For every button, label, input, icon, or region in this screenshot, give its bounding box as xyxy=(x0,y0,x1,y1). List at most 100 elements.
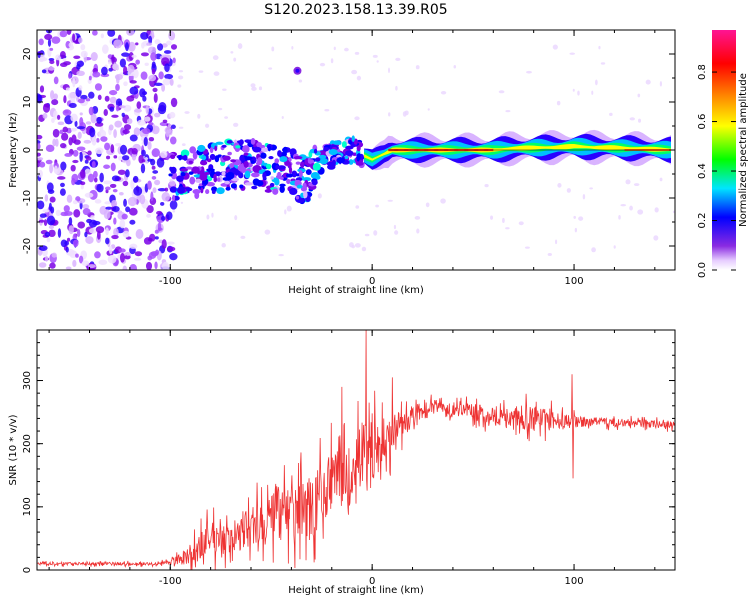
spec-noise-dot xyxy=(609,112,613,117)
spec-noise-blob xyxy=(65,87,70,92)
spec-noise-blob xyxy=(92,30,98,36)
spec-noise-dot xyxy=(625,179,631,185)
spec-signal-blob xyxy=(306,162,311,167)
spec-noise-blob xyxy=(72,239,79,248)
spec-noise-blob xyxy=(161,239,167,250)
spec-noise-blob xyxy=(172,57,176,64)
snr-ytick-label: 0 xyxy=(22,567,33,573)
spec-ytick-label: -20 xyxy=(22,238,33,254)
spec-noise-blob xyxy=(98,129,107,138)
spec-noise-blob xyxy=(129,86,139,95)
spec-signal-blob xyxy=(296,184,303,189)
spec-noise-blob xyxy=(43,219,48,227)
spec-signal-blob xyxy=(229,162,235,169)
spec-signal-blob xyxy=(209,146,214,154)
spec-noise-blob xyxy=(150,191,154,202)
spec-noise-blob xyxy=(72,149,79,157)
spec-noise-dot xyxy=(659,81,663,87)
spec-noise-dot xyxy=(222,88,227,91)
spec-noise-blob xyxy=(82,204,90,210)
spec-signal-blob xyxy=(230,183,237,189)
spec-noise-blob xyxy=(170,124,176,129)
spec-noise-dot xyxy=(502,217,505,223)
spec-noise-blob xyxy=(93,177,98,183)
spec-signal-blob xyxy=(176,175,184,182)
spec-noise-blob xyxy=(76,60,85,67)
spec-signal-blob xyxy=(352,152,357,156)
spec-noise-blob xyxy=(170,44,178,50)
spec-noise-blob xyxy=(115,83,120,91)
colorbar: 0.0 0.2 0.4 0.6 0.8 Normalized spectral ampl… xyxy=(697,30,749,278)
spec-signal-blob xyxy=(250,137,256,145)
spec-noise-blob xyxy=(118,248,126,253)
spec-noise-blob xyxy=(60,239,68,248)
spec-signal-blob xyxy=(274,178,280,186)
spec-signal-blob xyxy=(209,153,216,160)
spec-signal-blob xyxy=(222,155,231,161)
spec-noise-blob xyxy=(113,129,117,139)
spec-noise-dot xyxy=(317,193,322,199)
spec-noise-blob xyxy=(105,237,110,245)
spec-signal-blob xyxy=(182,154,188,161)
spec-noise-blob xyxy=(38,38,44,46)
spec-noise-blob xyxy=(154,179,161,186)
spec-noise-blob xyxy=(56,114,61,120)
spec-noise-dot xyxy=(319,62,326,67)
spec-noise-dot xyxy=(505,227,510,230)
spec-noise-blob xyxy=(65,246,69,253)
spec-noise-blob xyxy=(80,94,88,100)
spec-noise-dot xyxy=(484,183,489,188)
colorbar-tick-label: 0.8 xyxy=(697,64,708,80)
spec-xtick-label: -100 xyxy=(159,276,182,287)
spec-noise-blob xyxy=(84,192,94,198)
spec-noise-dot xyxy=(618,215,621,220)
spec-signal-blob xyxy=(272,188,279,195)
spec-noise-blob xyxy=(48,225,54,230)
spec-noise-blob xyxy=(37,157,44,161)
spec-noise-dot xyxy=(284,209,287,215)
spec-noise-blob xyxy=(128,51,134,61)
spec-noise-dot xyxy=(211,212,214,218)
colorbar-tick-label: 0.4 xyxy=(697,163,708,179)
spec-noise-blob xyxy=(88,227,98,234)
spec-noise-blob xyxy=(88,91,95,99)
spec-signal-blob xyxy=(169,166,173,171)
spec-signal-blob xyxy=(235,145,241,149)
spec-signal-blob xyxy=(279,156,288,163)
spec-noise-blob xyxy=(53,76,59,85)
spec-signal-blob xyxy=(262,171,267,180)
spec-signal-blob xyxy=(302,177,312,182)
spec-noise-blob xyxy=(160,202,165,206)
spec-noise-blob xyxy=(49,163,54,174)
spec-signal-blob xyxy=(192,151,198,160)
spec-noise-dot xyxy=(356,75,362,81)
snr-chart: -100 0 100 0 100 200 300 Height of straight li… xyxy=(8,329,676,596)
spec-noise-blob xyxy=(111,234,119,240)
spec-noise-blob xyxy=(111,114,119,118)
spec-signal-blob xyxy=(282,146,288,154)
spec-noise-blob xyxy=(39,161,46,168)
spec-noise-dot xyxy=(578,216,584,221)
spec-signal-blob xyxy=(180,171,186,177)
spec-noise-blob xyxy=(169,111,176,119)
spec-noise-dot xyxy=(271,46,275,52)
spec-noise-blob xyxy=(64,152,73,157)
spec-noise-blob xyxy=(147,180,152,190)
spec-noise-blob xyxy=(126,252,130,257)
spec-noise-blob xyxy=(141,149,146,157)
spec-noise-dot xyxy=(250,83,256,88)
spec-noise-blob xyxy=(144,156,149,164)
spec-noise-blob xyxy=(122,129,130,135)
spec-noise-blob xyxy=(44,231,51,238)
spec-noise-blob xyxy=(154,261,158,270)
spec-noise-blob xyxy=(106,155,111,160)
spec-noise-blob xyxy=(68,92,77,101)
spec-signal-blob xyxy=(289,187,298,196)
spec-noise-blob xyxy=(92,170,98,179)
spec-signal-blob xyxy=(277,165,286,170)
spec-noise-blob xyxy=(154,39,161,45)
spec-noise-dot xyxy=(181,143,186,147)
spec-signal-blob xyxy=(185,166,193,170)
spec-noise-blob xyxy=(169,180,176,187)
spec-signal-blob xyxy=(295,195,300,200)
